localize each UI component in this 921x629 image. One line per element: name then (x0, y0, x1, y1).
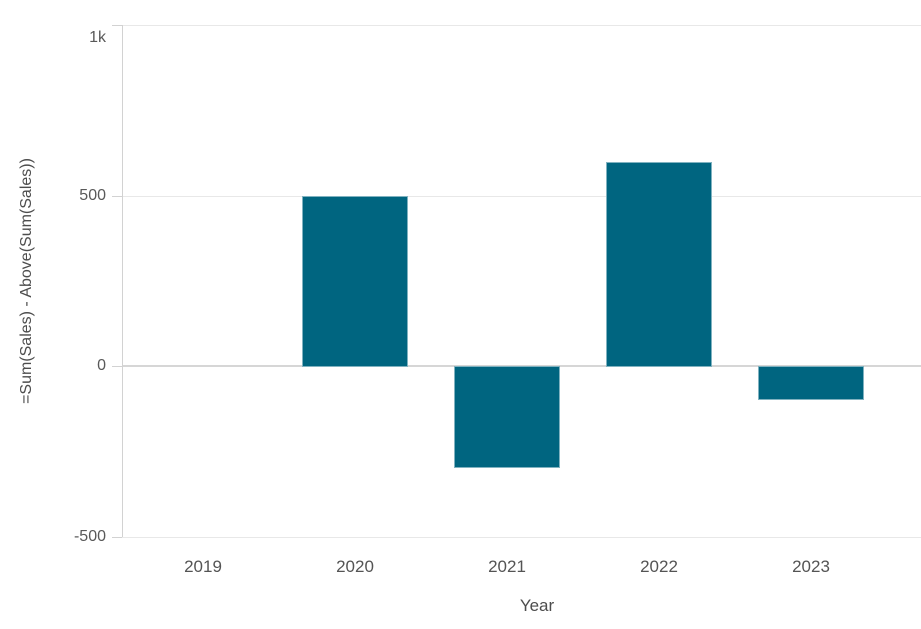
x-category-label-2022: 2022 (640, 557, 678, 576)
bar-2020[interactable] (302, 196, 408, 367)
x-category-label-2023: 2023 (792, 557, 830, 576)
y-tick-label: 0 (97, 357, 106, 374)
y-tick-label: 1k (89, 29, 106, 46)
y-axis-line (122, 25, 123, 537)
x-axis-title: Year (519, 596, 555, 615)
x-category-label-2021: 2021 (488, 557, 526, 576)
y-axis-tick (112, 196, 122, 197)
bar-2023[interactable] (758, 366, 864, 400)
y-gridline (122, 537, 921, 538)
y-axis-tick (112, 537, 122, 538)
bar-2021[interactable] (454, 366, 560, 468)
y-gridline (122, 25, 921, 26)
y-axis-tick (112, 25, 122, 26)
x-category-label-2019: 2019 (184, 557, 222, 576)
bar-2022[interactable] (606, 162, 712, 367)
y-tick-label: -500 (73, 528, 106, 545)
y-tick-label: 500 (79, 187, 106, 204)
x-category-label-2020: 2020 (336, 557, 374, 576)
y-axis-tick (112, 366, 122, 367)
y-gridline (122, 196, 921, 197)
